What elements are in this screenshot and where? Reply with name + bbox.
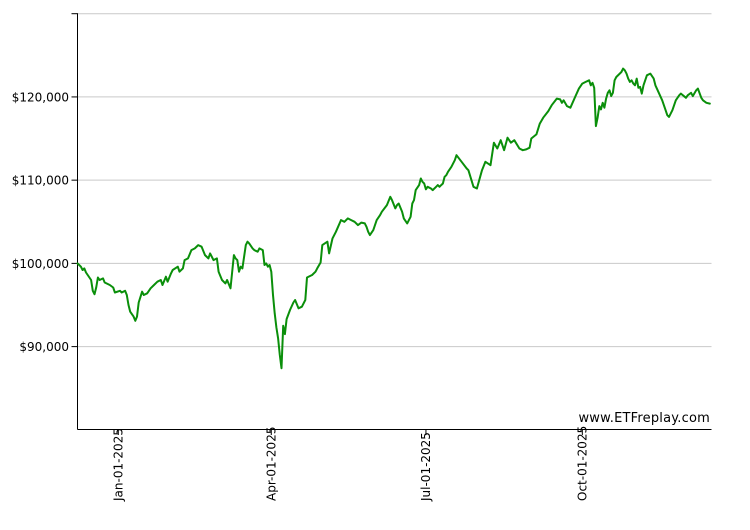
y-tick-label: $90,000: [19, 340, 69, 354]
x-tick-label: Jan-01-2025: [111, 428, 125, 502]
x-tick-label: Jul-01-2025: [419, 432, 433, 502]
y-tick-label: $100,000: [12, 257, 69, 271]
etfreplay-watermark: www.ETFreplay.com: [578, 411, 710, 426]
x-tick-label: Oct-01-2025: [575, 426, 589, 501]
y-tick-label: $120,000: [12, 90, 69, 104]
price-line: [76, 67, 711, 370]
y-tick-label: $110,000: [12, 174, 69, 188]
x-tick-label: Apr-01-2025: [264, 427, 278, 501]
